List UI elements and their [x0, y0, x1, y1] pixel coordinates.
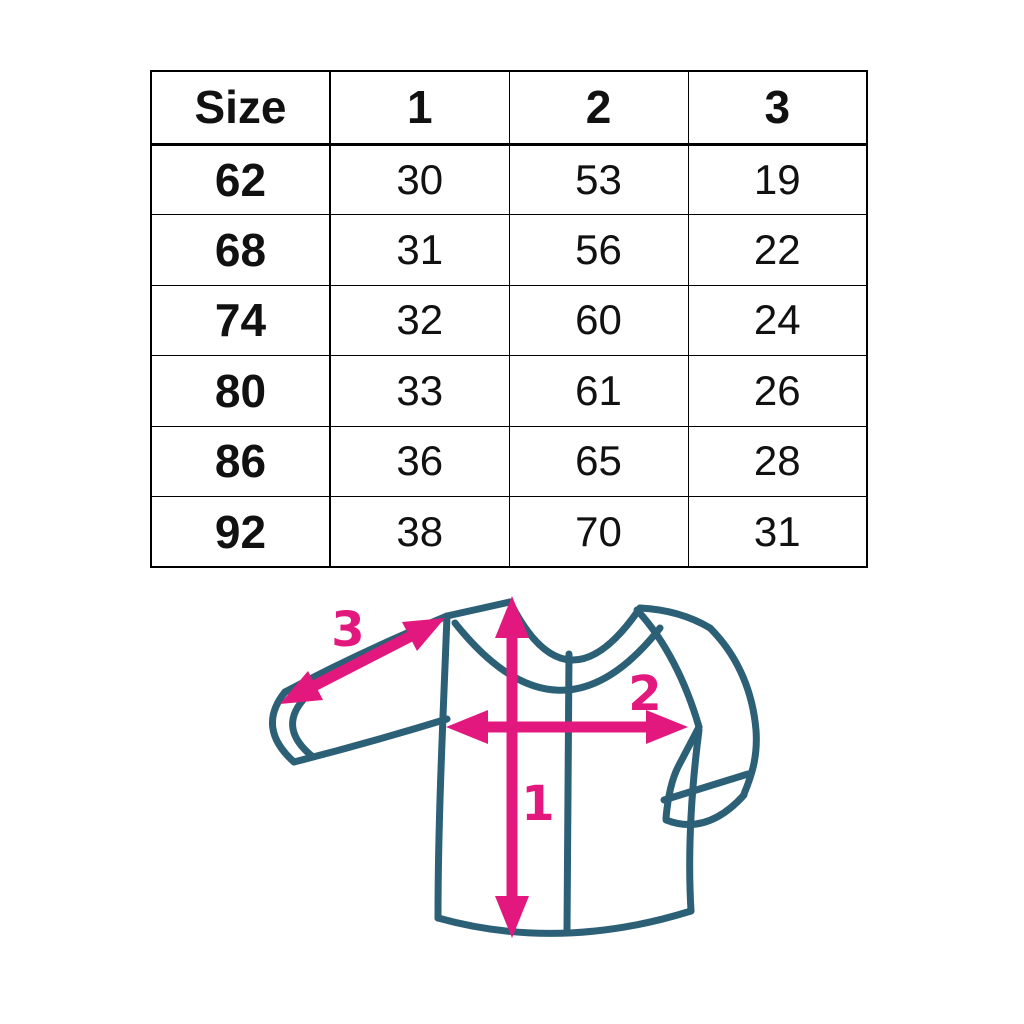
header-cell-size: Size: [150, 70, 331, 146]
value-cell: 26: [687, 355, 868, 427]
value-cell: 61: [508, 355, 689, 427]
value-cell: 31: [329, 214, 510, 286]
table-row: 62 30 53 19: [150, 143, 868, 215]
size-table-body: 62 30 53 19 68 31 56 22 74 32 60 24 80 3…: [150, 143, 868, 568]
header-row: Size 1 2 3: [150, 70, 868, 146]
size-cell: 80: [150, 355, 331, 427]
size-table-header: Size 1 2 3: [150, 70, 868, 146]
measure-arrow-length: [495, 596, 529, 938]
value-cell: 36: [329, 425, 510, 497]
header-cell-2: 2: [508, 70, 689, 146]
measure-label-2: 2: [628, 666, 661, 722]
value-cell: 38: [329, 496, 510, 568]
value-cell: 32: [329, 284, 510, 356]
value-cell: 56: [508, 214, 689, 286]
value-cell: 33: [329, 355, 510, 427]
table-row: 74 32 60 24: [150, 284, 868, 356]
header-cell-3: 3: [687, 70, 868, 146]
measure-label-3: 3: [331, 602, 364, 658]
table-row: 86 36 65 28: [150, 425, 868, 497]
table-row: 92 38 70 31: [150, 496, 868, 568]
value-cell: 19: [687, 143, 868, 215]
value-cell: 31: [687, 496, 868, 568]
header-cell-1: 1: [329, 70, 510, 146]
measure-arrow-sleeve: [280, 618, 445, 704]
baby-shirt-outline: [269, 598, 760, 937]
table-row: 68 31 56 22: [150, 214, 868, 286]
measure-label-1: 1: [521, 776, 554, 832]
value-cell: 60: [508, 284, 689, 356]
value-cell: 65: [508, 425, 689, 497]
garment-measurement-diagram: 1 2 3: [269, 596, 760, 938]
size-cell: 86: [150, 425, 331, 497]
size-cell: 68: [150, 214, 331, 286]
size-cell: 92: [150, 496, 331, 568]
size-cell: 62: [150, 143, 331, 215]
measure-arrow-chest: [446, 710, 688, 744]
table-row: 80 33 61 26: [150, 355, 868, 427]
value-cell: 24: [687, 284, 868, 356]
value-cell: 22: [687, 214, 868, 286]
size-table: Size 1 2 3 62 30 53 19 68 31 56 22 74 32: [150, 70, 868, 568]
value-cell: 53: [508, 143, 689, 215]
value-cell: 28: [687, 425, 868, 497]
size-cell: 74: [150, 284, 331, 356]
value-cell: 30: [329, 143, 510, 215]
value-cell: 70: [508, 496, 689, 568]
